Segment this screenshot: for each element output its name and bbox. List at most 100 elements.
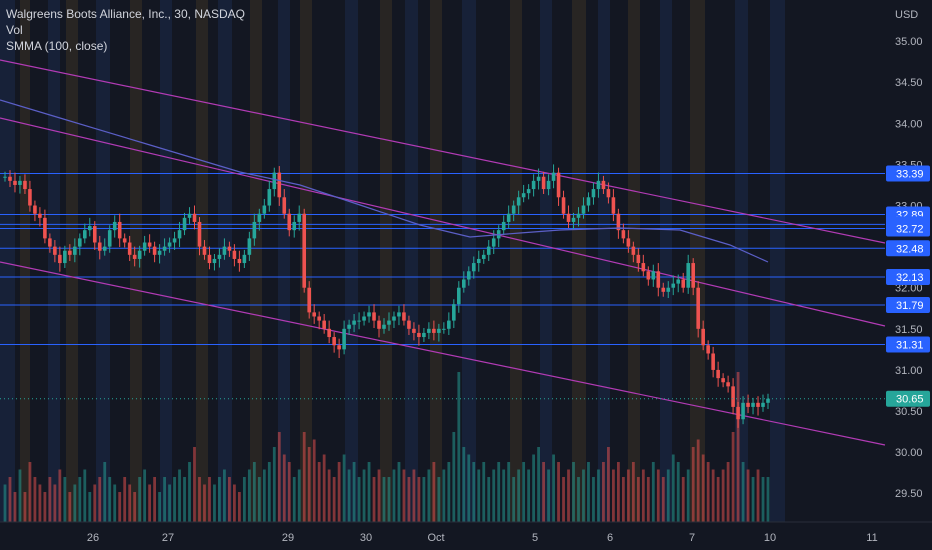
candle-body[interactable] [73, 246, 77, 255]
candle-body[interactable] [501, 221, 506, 231]
candle-body[interactable] [422, 332, 426, 338]
candle-body[interactable] [112, 221, 117, 231]
candle-body[interactable] [372, 312, 376, 321]
candle-body[interactable] [556, 172, 561, 198]
candle-body[interactable] [476, 258, 481, 264]
candle-body[interactable] [741, 402, 745, 420]
candle-body[interactable] [152, 246, 157, 255]
trend-line[interactable] [0, 117, 886, 327]
candle-body[interactable] [701, 328, 705, 346]
candle-body[interactable] [87, 226, 92, 231]
candle-body[interactable] [38, 213, 42, 218]
candle-body[interactable] [706, 345, 710, 354]
candle-body[interactable] [452, 304, 456, 321]
candle-body[interactable] [23, 180, 27, 190]
candle-body[interactable] [766, 398, 770, 403]
candle-body[interactable] [357, 320, 361, 322]
candle-body[interactable] [8, 176, 12, 181]
candle-body[interactable] [676, 279, 681, 284]
candle-body[interactable] [33, 205, 37, 214]
candle-body[interactable] [137, 250, 142, 259]
candle-body[interactable] [207, 254, 212, 264]
candle-body[interactable] [147, 242, 152, 247]
candle-body[interactable] [427, 328, 431, 333]
candle-body[interactable] [332, 337, 336, 346]
candle-body[interactable] [162, 246, 167, 251]
candle-body[interactable] [621, 230, 626, 239]
candle-body[interactable] [292, 221, 297, 231]
candle-body[interactable] [192, 213, 197, 222]
candle-body[interactable] [751, 402, 755, 407]
candle-body[interactable] [447, 320, 451, 329]
candle-body[interactable] [696, 287, 700, 329]
candle-body[interactable] [596, 180, 601, 190]
candle-body[interactable] [561, 197, 566, 214]
candle-body[interactable] [761, 402, 765, 407]
candle-body[interactable] [132, 254, 137, 259]
candle-body[interactable] [122, 238, 127, 243]
candle-body[interactable] [626, 238, 631, 247]
symbol-title[interactable]: Walgreens Boots Alliance, Inc., 30, NASD… [6, 7, 245, 21]
candle-body[interactable] [82, 230, 87, 239]
candle-body[interactable] [202, 246, 207, 255]
candle-body[interactable] [616, 213, 621, 231]
candle-body[interactable] [78, 238, 82, 247]
candle-body[interactable] [63, 250, 67, 264]
candle-body[interactable] [417, 332, 421, 338]
candle-body[interactable] [412, 328, 416, 333]
candle-body[interactable] [576, 213, 581, 218]
candle-body[interactable] [392, 316, 396, 321]
candle-body[interactable] [322, 320, 326, 329]
candle-body[interactable] [716, 369, 720, 379]
candle-body[interactable] [526, 189, 531, 194]
candle-body[interactable] [581, 205, 586, 214]
candle-body[interactable] [157, 250, 162, 255]
candle-body[interactable] [541, 176, 546, 190]
volume-indicator-label[interactable]: Vol [6, 23, 23, 37]
candle-body[interactable] [342, 328, 346, 350]
candle-body[interactable] [641, 263, 646, 272]
candle-body[interactable] [711, 353, 715, 370]
candle-body[interactable] [666, 287, 671, 292]
candle-body[interactable] [337, 345, 341, 350]
smma-line[interactable] [0, 99, 769, 263]
candle-body[interactable] [691, 263, 695, 288]
candle-body[interactable] [197, 221, 202, 247]
candle-body[interactable] [312, 312, 316, 317]
level-price-tag[interactable] [886, 336, 930, 353]
candle-body[interactable] [187, 213, 192, 218]
candle-body[interactable] [362, 316, 366, 321]
candle-body[interactable] [656, 271, 661, 288]
candle-body[interactable] [491, 238, 496, 247]
candle-body[interactable] [237, 258, 242, 264]
candle-body[interactable] [327, 328, 331, 338]
candle-body[interactable] [102, 246, 107, 251]
candle-body[interactable] [297, 213, 302, 222]
candle-body[interactable] [28, 189, 32, 206]
candle-body[interactable] [382, 324, 386, 329]
candle-body[interactable] [232, 250, 237, 259]
candle-body[interactable] [127, 242, 132, 255]
candle-body[interactable] [606, 189, 611, 198]
candle-body[interactable] [217, 254, 222, 259]
candle-body[interactable] [247, 238, 252, 255]
candle-body[interactable] [257, 213, 262, 222]
candle-body[interactable] [13, 180, 17, 185]
candle-body[interactable] [302, 213, 307, 288]
candle-body[interactable] [536, 176, 541, 181]
candle-body[interactable] [18, 180, 22, 185]
candle-body[interactable] [282, 197, 287, 214]
candle-body[interactable] [571, 217, 576, 222]
candle-body[interactable] [317, 316, 321, 321]
candle-body[interactable] [107, 230, 112, 247]
candle-body[interactable] [352, 320, 356, 325]
candle-body[interactable] [511, 205, 516, 214]
candle-body[interactable] [252, 221, 257, 239]
candle-body[interactable] [167, 242, 172, 247]
candle-body[interactable] [636, 254, 641, 264]
candle-body[interactable] [48, 238, 52, 247]
candle-body[interactable] [347, 324, 351, 329]
candle-body[interactable] [646, 271, 651, 280]
candle-body[interactable] [442, 328, 446, 330]
candle-body[interactable] [457, 287, 461, 305]
